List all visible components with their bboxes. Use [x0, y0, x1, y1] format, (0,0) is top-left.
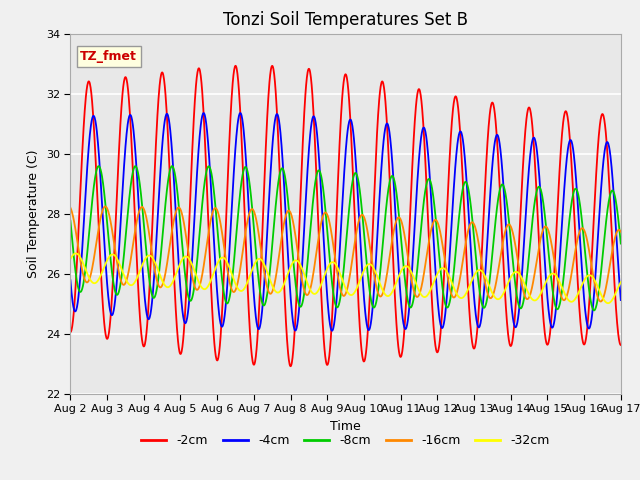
- -4cm: [328, 328, 336, 334]
- -4cm: [617, 297, 625, 303]
- -8cm: [380, 228, 388, 234]
- Line: -2cm: -2cm: [70, 66, 621, 366]
- -4cm: [312, 120, 319, 126]
- -16cm: [132, 224, 140, 230]
- Y-axis label: Soil Temperature (C): Soil Temperature (C): [27, 149, 40, 278]
- -4cm: [132, 149, 140, 155]
- -4cm: [109, 311, 117, 316]
- -32cm: [300, 272, 308, 277]
- -16cm: [300, 288, 308, 293]
- -8cm: [132, 163, 140, 169]
- Line: -8cm: -8cm: [70, 166, 621, 311]
- -8cm: [322, 209, 330, 215]
- -16cm: [617, 229, 625, 235]
- -2cm: [109, 276, 117, 282]
- Text: TZ_fmet: TZ_fmet: [80, 50, 137, 63]
- -4cm: [237, 110, 244, 116]
- -2cm: [132, 225, 140, 231]
- -4cm: [300, 224, 308, 230]
- -4cm: [322, 269, 330, 275]
- -32cm: [604, 300, 612, 306]
- -32cm: [380, 290, 388, 296]
- -32cm: [67, 256, 74, 262]
- -16cm: [67, 205, 74, 211]
- -32cm: [109, 252, 117, 257]
- -16cm: [380, 287, 388, 292]
- -8cm: [109, 277, 117, 283]
- Line: -16cm: -16cm: [70, 206, 621, 301]
- Legend: -2cm, -4cm, -8cm, -16cm, -32cm: -2cm, -4cm, -8cm, -16cm, -32cm: [136, 429, 555, 452]
- Title: Tonzi Soil Temperatures Set B: Tonzi Soil Temperatures Set B: [223, 11, 468, 29]
- -32cm: [322, 270, 330, 276]
- -4cm: [381, 132, 388, 137]
- -8cm: [67, 218, 74, 224]
- -32cm: [72, 251, 80, 256]
- -2cm: [381, 87, 388, 93]
- -2cm: [301, 103, 308, 109]
- Line: -32cm: -32cm: [70, 253, 621, 303]
- -2cm: [232, 63, 239, 69]
- -4cm: [67, 277, 74, 283]
- -2cm: [287, 363, 294, 369]
- -2cm: [312, 164, 320, 170]
- -2cm: [322, 359, 330, 364]
- -16cm: [312, 255, 319, 261]
- Line: -4cm: -4cm: [70, 113, 621, 331]
- -32cm: [312, 291, 319, 297]
- -16cm: [596, 299, 604, 304]
- -8cm: [590, 308, 598, 313]
- -2cm: [617, 342, 625, 348]
- -16cm: [322, 210, 330, 216]
- -2cm: [67, 329, 74, 335]
- -32cm: [132, 278, 140, 284]
- X-axis label: Time: Time: [330, 420, 361, 432]
- -32cm: [617, 279, 625, 285]
- -8cm: [300, 290, 308, 296]
- -8cm: [617, 240, 625, 246]
- -8cm: [312, 177, 319, 183]
- -16cm: [109, 235, 117, 241]
- -16cm: [102, 204, 109, 209]
- -8cm: [168, 163, 176, 169]
